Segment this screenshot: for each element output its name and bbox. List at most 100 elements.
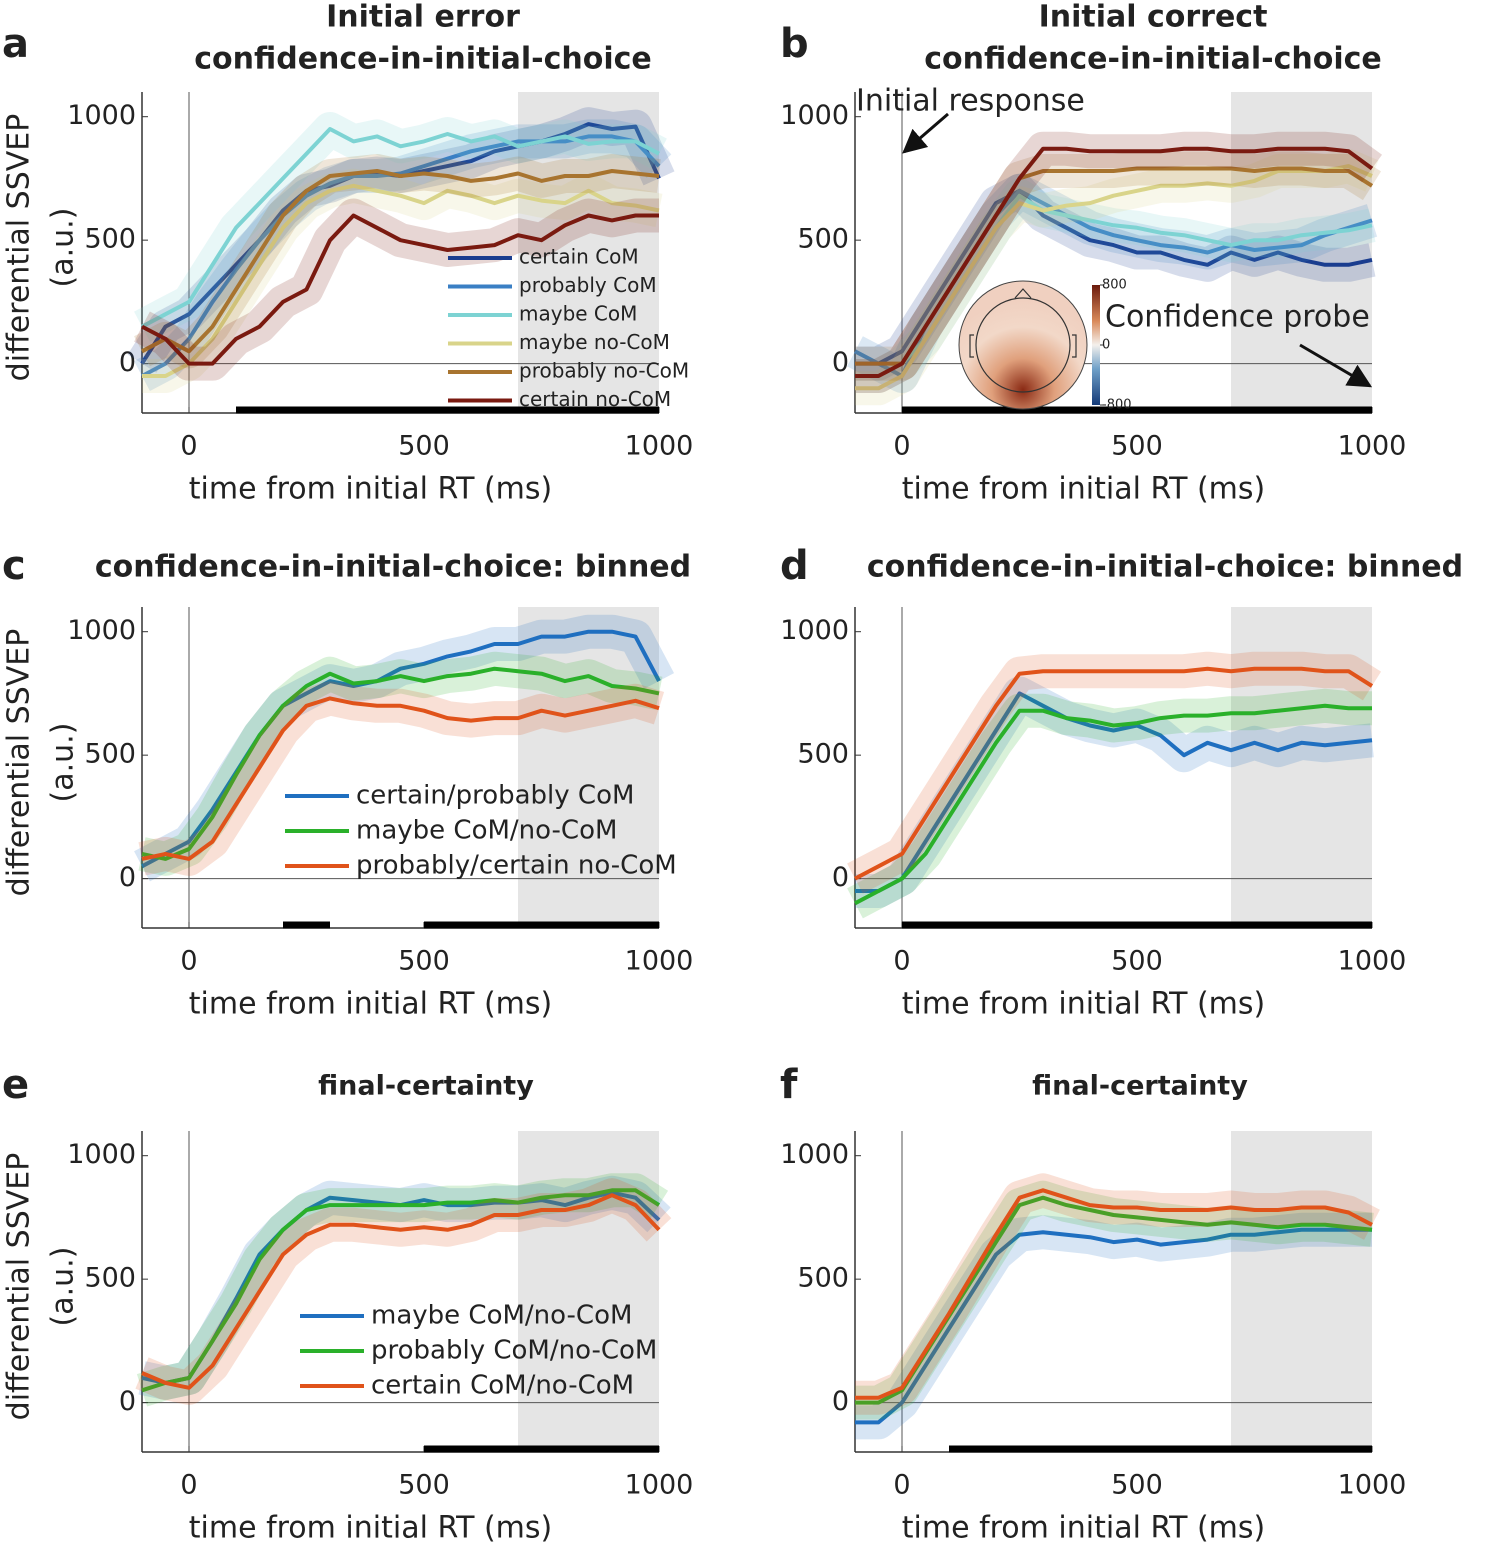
x-tick-label: 1000 [625,946,694,977]
colorbar-tick-label: 800 [1102,278,1127,293]
panel-letter: b [780,21,809,67]
annotation-arrow [1299,343,1373,388]
y-axis-label: (a.u.) [46,208,81,288]
x-axis-label: time from initial RT (ms) [189,472,553,507]
series-line [141,213,659,366]
y-tick-label: 1000 [67,100,136,131]
y-tick-label: 1000 [67,1139,136,1170]
chart-title: confidence-in-initial-choice [924,42,1382,77]
chart-title: final-certainty [318,1071,534,1102]
colorbar [1092,285,1100,405]
legend-label: probably CoM [519,273,657,297]
series-line [855,691,1373,893]
series-line [142,183,660,378]
y-tick-label: 500 [797,739,849,770]
x-tick-label: 500 [1111,431,1163,462]
series-line [141,1193,661,1390]
legend-label: certain no-CoM [519,387,671,411]
series-line [855,1227,1372,1425]
colorbar-tick-label: 0 [1102,338,1110,353]
chart-title: final-certainty [1032,1071,1248,1102]
panel: 0 500 1000 0 500 1000 certain/probably CoM mayb… [2,543,694,1022]
x-tick-label: 1000 [1338,431,1407,462]
series-line [855,146,1374,378]
legend-label: certain/probably CoM [356,781,634,811]
x-tick-label: 500 [1111,946,1163,977]
series-line [854,703,1372,906]
panel: 0 500 1000 0 500 1000 Initial correct confidenc… [780,0,1406,507]
x-tick-label: 500 [398,431,450,462]
shaded-region [1231,607,1372,928]
series-line [141,629,661,869]
legend-label: probably/certain no-CoM [356,851,677,881]
y-tick-label: 500 [84,739,136,770]
panel-letter: c [2,543,26,589]
annotation: Initial response [856,84,1085,119]
x-tick-label: 0 [893,946,910,977]
y-axis-label: differential SSVEP [2,1153,37,1421]
panel: 0 500 1000 0 500 1000 final-certainty f time fro… [780,1062,1406,1546]
legend-label: certain CoM [519,245,639,269]
chart-title: confidence-in-initial-choice: binned [95,550,691,585]
x-axis-label: time from initial RT (ms) [902,987,1266,1022]
annotation-arrow [902,112,949,154]
x-axis-label: time from initial RT (ms) [189,1511,553,1546]
scalp-map [958,280,1088,410]
x-axis-label: time from initial RT (ms) [189,987,553,1022]
y-tick-label: 1000 [780,1139,849,1170]
series-line [141,127,660,329]
series-line [855,164,1373,391]
y-tick-label: 1000 [67,615,136,646]
y-axis-label: (a.u.) [46,1247,81,1327]
shaded-region [518,607,659,928]
x-tick-label: 0 [180,946,197,977]
shaded-region [1231,92,1372,413]
y-tick-label: 500 [84,224,136,255]
series-line [854,666,1374,881]
legend-label: maybe CoM/no-CoM [371,1301,632,1331]
legend-label: probably CoM/no-CoM [371,1336,657,1366]
panel-letter: a [2,21,29,67]
series-line [855,1188,1373,1400]
x-tick-label: 500 [1111,1470,1163,1501]
head-outline [969,288,1077,393]
y-tick-label: 0 [832,862,849,893]
x-tick-label: 1000 [1338,1470,1407,1501]
x-axis-label: time from initial RT (ms) [902,1511,1266,1546]
y-axis-label: differential SSVEP [2,629,37,897]
y-tick-label: 1000 [780,615,849,646]
series-line [141,169,660,354]
x-tick-label: 0 [893,1470,910,1501]
y-tick-label: 0 [119,1386,136,1417]
y-axis-label: differential SSVEP [2,114,37,382]
y-tick-label: 0 [119,862,136,893]
chart-title: Initial error [326,0,520,35]
x-tick-label: 0 [180,431,197,462]
colorbar-tick-label: -800 [1102,398,1132,413]
y-tick-label: 0 [832,1386,849,1417]
y-axis-label: (a.u.) [46,723,81,803]
chart-title: confidence-in-initial-choice: binned [867,550,1463,585]
panel-letter: d [780,543,809,589]
y-tick-label: 1000 [780,100,849,131]
panel: 0 500 1000 0 500 1000 confidence-in-initial-ch… [780,543,1463,1022]
series-line [141,1188,661,1393]
panel-letter: e [2,1062,29,1108]
y-tick-label: 0 [119,347,136,378]
panel: 0 500 1000 0 500 1000 certain CoM probably CoM m… [2,0,694,507]
y-tick-label: 500 [84,1263,136,1294]
series-line [141,696,660,861]
x-tick-label: 1000 [625,431,694,462]
x-tick-label: 1000 [1338,946,1407,977]
y-tick-label: 500 [797,1263,849,1294]
y-tick-label: 500 [797,224,849,255]
x-axis-label: time from initial RT (ms) [902,472,1266,507]
y-tick-label: 0 [832,347,849,378]
x-tick-label: 0 [180,1470,197,1501]
panel: 0 500 1000 0 500 1000 maybe CoM/no-CoM probably… [2,1062,694,1546]
series-line [141,666,660,861]
legend-label: maybe CoM/no-CoM [356,816,617,846]
chart-title: confidence-in-initial-choice [194,42,652,77]
series-line [855,188,1373,366]
